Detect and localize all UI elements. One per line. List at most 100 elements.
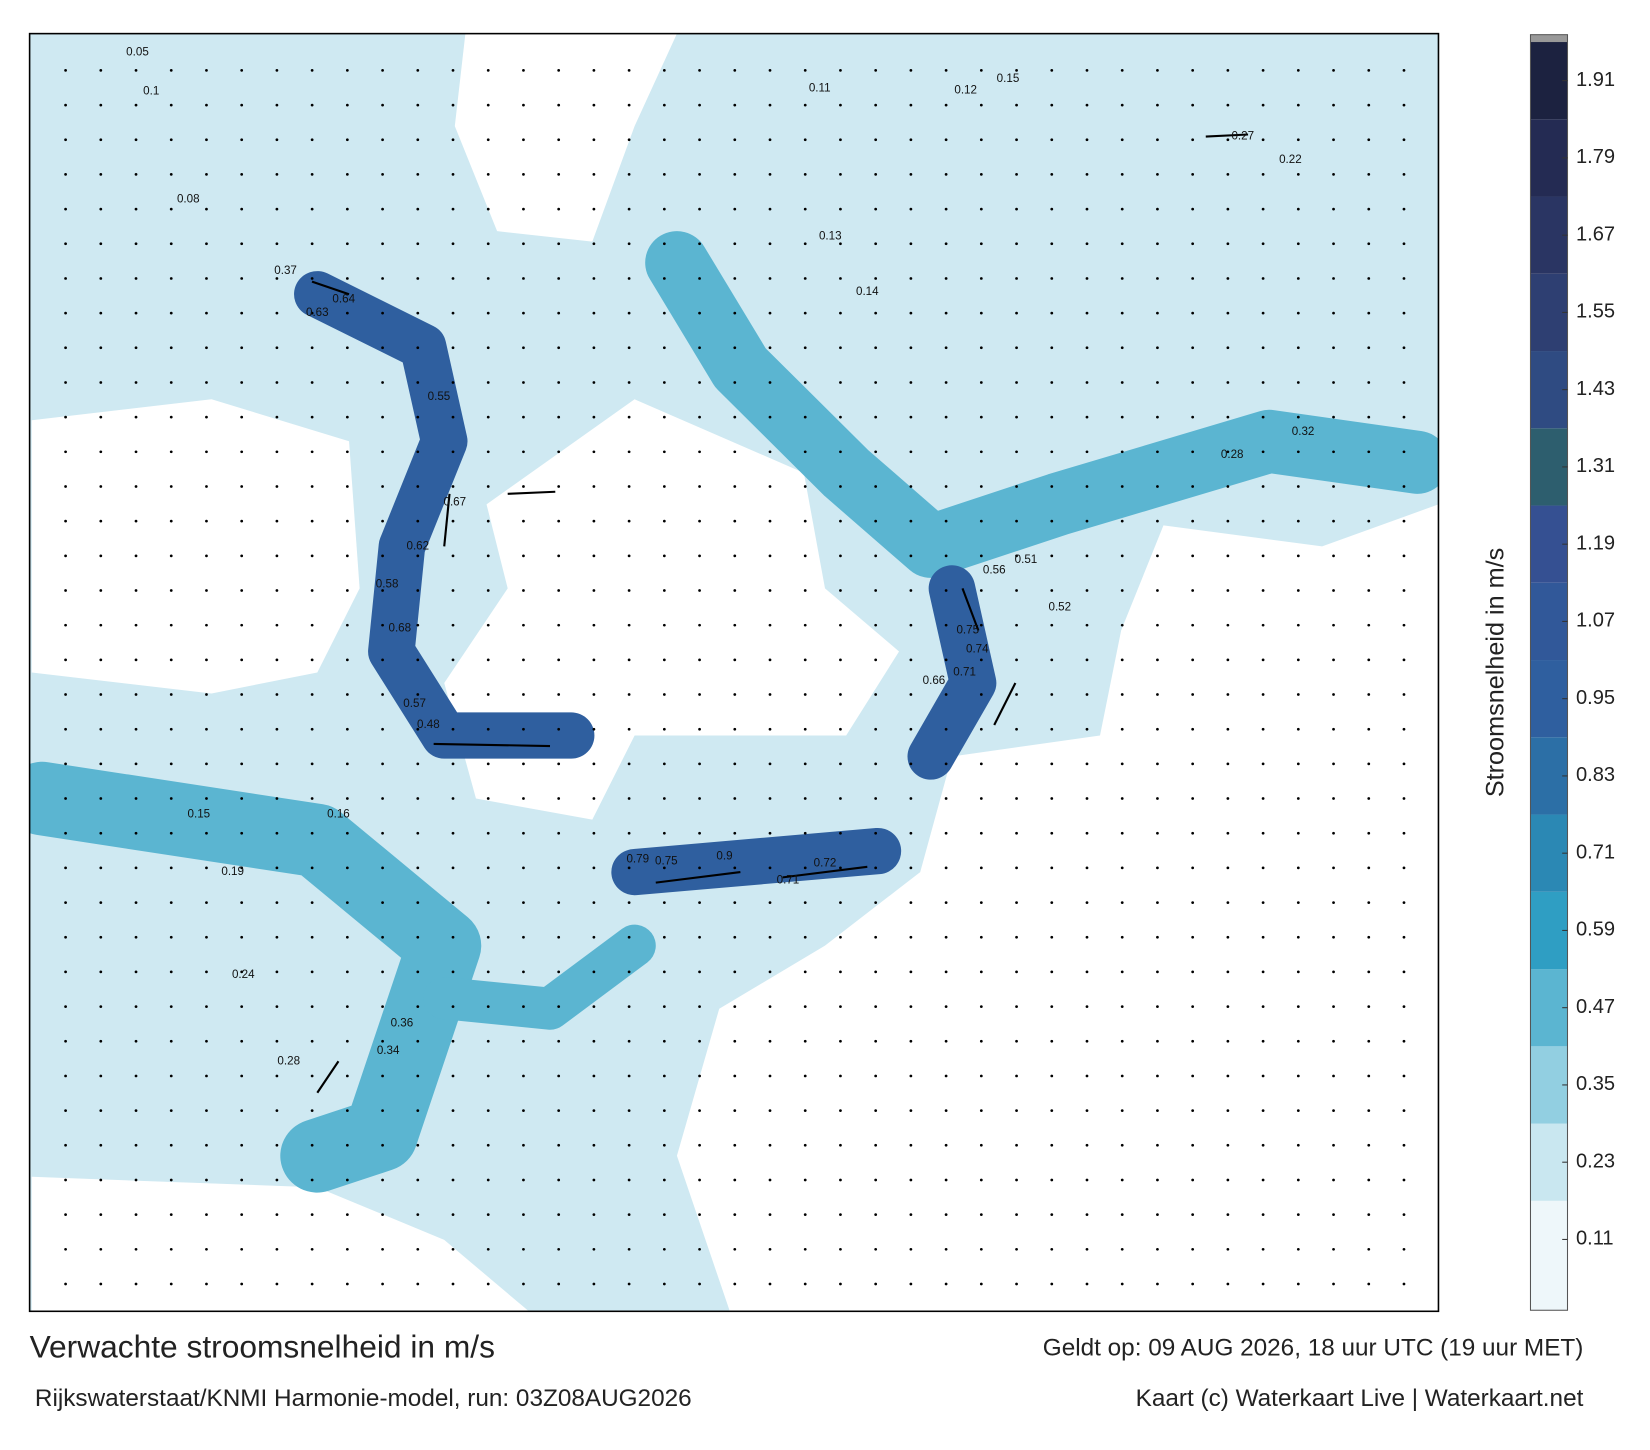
grid-dot [275, 1109, 279, 1112]
grid-dot [522, 935, 525, 939]
grid-dot [874, 381, 878, 384]
grid-dot [944, 935, 948, 939]
grid-dot [909, 415, 913, 419]
grid-dot [451, 1247, 455, 1251]
value-label: 0.28 [1221, 449, 1244, 461]
grid-dot [1332, 693, 1335, 696]
grid-dot [909, 242, 913, 246]
grid-dot [1015, 1247, 1018, 1251]
grid-dot [240, 762, 244, 766]
grid-dot [240, 693, 244, 696]
grid-dot [733, 693, 737, 696]
grid-dot [803, 1247, 807, 1251]
grid-dot [557, 901, 561, 904]
grid-dot [169, 623, 173, 627]
grid-dot [733, 970, 737, 974]
grid-dot [240, 1247, 244, 1251]
grid-dot [1296, 797, 1300, 800]
grid-dot [662, 970, 666, 974]
grid-dot [169, 485, 173, 488]
grid-dot [592, 970, 596, 974]
grid-dot [522, 1143, 525, 1147]
grid-dot [944, 970, 948, 974]
grid-dot [839, 103, 842, 107]
grid-dot [1050, 831, 1054, 835]
grid-dot [451, 207, 455, 211]
grid-dot [1226, 381, 1230, 384]
grid-dot [99, 866, 103, 870]
value-label: 0.68 [388, 622, 411, 634]
grid-dot [768, 1178, 772, 1182]
grid-dot [486, 1247, 490, 1251]
grid-dot [733, 1247, 737, 1251]
grid-dot [64, 1178, 67, 1182]
grid-dot [1050, 207, 1054, 211]
grid-dot [99, 242, 103, 246]
grid-dot [909, 1005, 913, 1008]
grid-dot [99, 1143, 103, 1147]
grid-dot [240, 1109, 244, 1112]
grid-dot [1120, 69, 1124, 72]
grid-dot [345, 1143, 349, 1147]
grid-dot [1015, 1282, 1018, 1286]
grid-dot [627, 831, 631, 835]
grid-dot [1261, 103, 1265, 107]
grid-dot [240, 589, 244, 592]
grid-dot [451, 1213, 455, 1217]
grid-dot [522, 658, 525, 662]
grid-dot [839, 242, 842, 246]
grid-dot [627, 381, 631, 384]
colorbar-tick-label: 0.71 [1576, 842, 1615, 864]
grid-dot [768, 693, 772, 696]
grid-dot [1402, 1247, 1406, 1251]
grid-dot [1367, 1282, 1371, 1286]
grid-dot [205, 970, 208, 974]
grid-dot [1191, 658, 1195, 662]
grid-dot [839, 381, 842, 384]
grid-dot [627, 866, 631, 870]
grid-dot [1085, 970, 1089, 974]
grid-dot [486, 69, 490, 72]
grid-dot [557, 1178, 561, 1182]
grid-dot [733, 381, 737, 384]
grid-dot [205, 1109, 208, 1112]
grid-dot [1261, 727, 1265, 731]
grid-dot [557, 277, 561, 280]
grid-dot [909, 277, 913, 280]
grid-dot [310, 1109, 314, 1112]
grid-dot [64, 1247, 67, 1251]
grid-dot [310, 693, 314, 696]
grid-dot [416, 762, 420, 766]
grid-dot [1332, 450, 1335, 454]
grid-dot [240, 450, 244, 454]
grid-dot [169, 1039, 173, 1043]
grid-dot [381, 693, 384, 696]
grid-dot [134, 346, 138, 350]
grid-dot [1191, 1247, 1195, 1251]
grid-dot [698, 138, 701, 142]
grid-dot [240, 970, 244, 974]
grid-dot [909, 762, 913, 766]
grid-dot [169, 762, 173, 766]
grid-dot [240, 1282, 244, 1286]
grid-dot [979, 1005, 983, 1008]
grid-dot [1296, 1178, 1300, 1182]
grid-dot [345, 658, 349, 662]
grid-dot [768, 1074, 772, 1078]
grid-dot [134, 138, 138, 142]
grid-dot [1156, 485, 1159, 488]
grid-dot [803, 346, 807, 350]
grid-dot [979, 207, 983, 211]
value-label: 0.24 [232, 969, 255, 981]
grid-dot [451, 1143, 455, 1147]
grid-dot [557, 589, 561, 592]
grid-dot [1402, 797, 1406, 800]
grid-dot [557, 623, 561, 627]
grid-dot [557, 173, 561, 176]
value-label: 0.72 [814, 858, 837, 870]
grid-dot [979, 103, 983, 107]
grid-dot [1402, 485, 1406, 488]
grid-dot [345, 173, 349, 176]
grid-dot [1402, 831, 1406, 835]
